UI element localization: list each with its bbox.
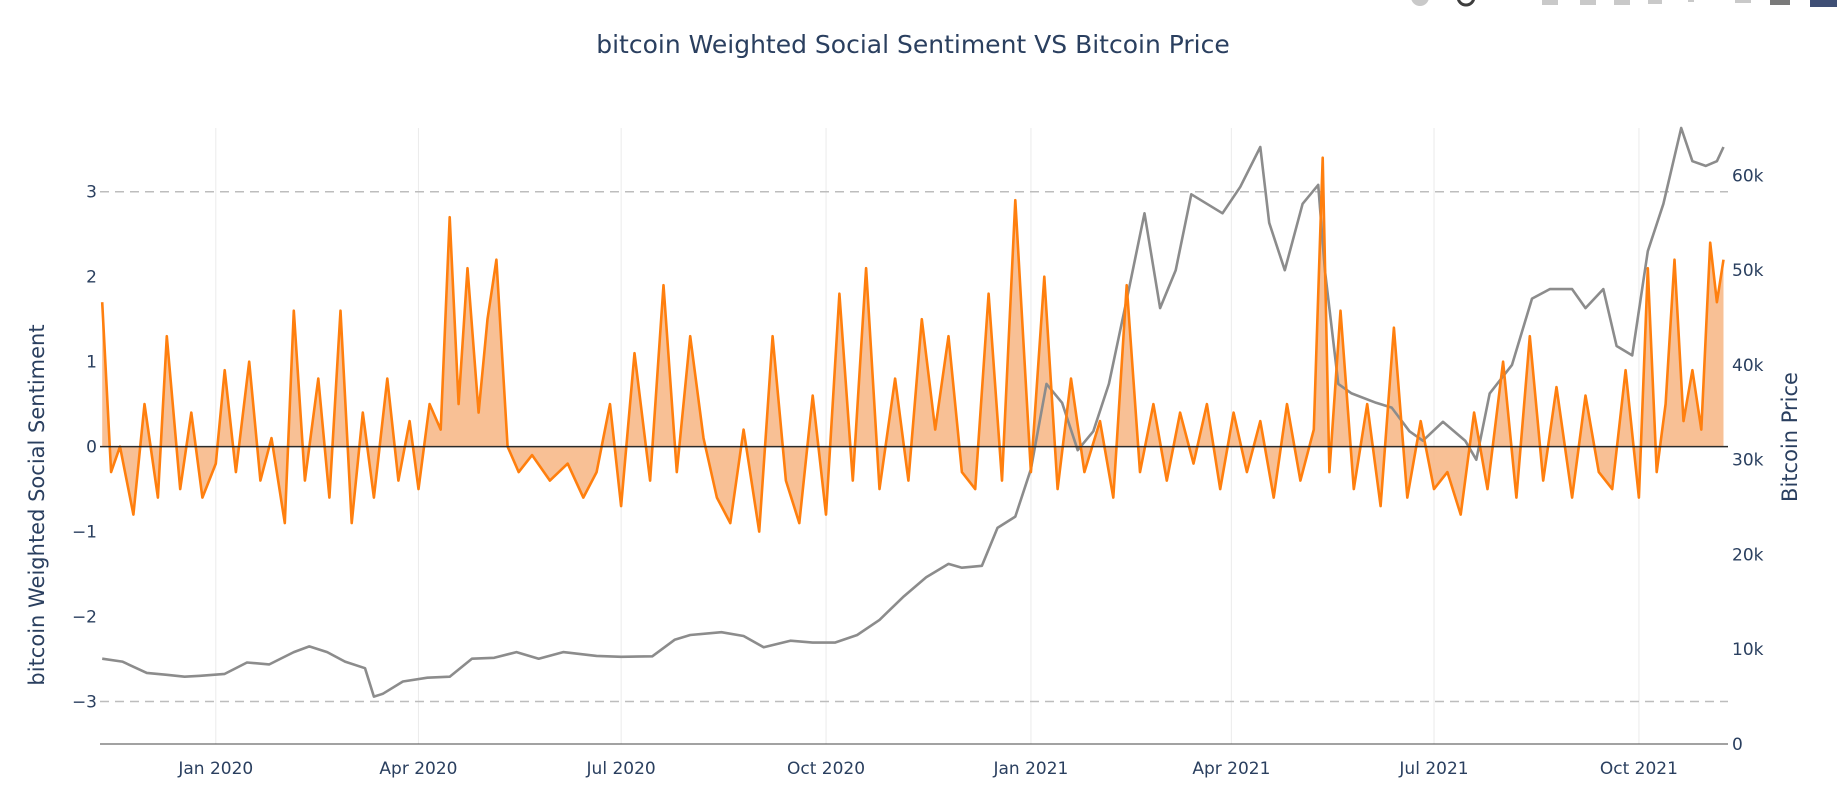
x-tick-label: Oct 2021 xyxy=(1600,759,1678,779)
axes: Jan 2020 Apr 2020 Jul 2020 Oct 2020 Jan 2021… xyxy=(72,166,1764,779)
zoom-in-icon[interactable] xyxy=(1542,0,1558,5)
hover-closest-icon[interactable] xyxy=(1735,0,1751,3)
y2-tick-label: 40k xyxy=(1732,356,1764,376)
y2-axis-title: Bitcoin Price xyxy=(1778,372,1802,502)
zoom-out-icon[interactable] xyxy=(1580,0,1596,5)
hover-compare-icon[interactable] xyxy=(1770,0,1790,5)
x-tick-label: Jul 2020 xyxy=(586,759,656,779)
autoscale-icon[interactable] xyxy=(1614,0,1630,5)
x-tick-label: Apr 2020 xyxy=(379,759,457,779)
chart-title: bitcoin Weighted Social Sentiment VS Bit… xyxy=(596,30,1230,59)
price-series-line xyxy=(102,126,1725,698)
y-tick-label: 0 xyxy=(86,438,97,458)
y-axis-title: bitcoin Weighted Social Sentiment xyxy=(25,324,49,685)
y2-tick-label: 20k xyxy=(1732,545,1764,565)
y2-tick-label: 50k xyxy=(1732,261,1764,281)
y-tick-label: 2 xyxy=(86,268,97,288)
y-tick-label: 1 xyxy=(86,353,97,373)
y-tick-label: −2 xyxy=(72,608,97,628)
x-tick-label: Jan 2020 xyxy=(177,759,253,779)
x-tick-label: Jul 2021 xyxy=(1398,759,1468,779)
y2-tick-label: 30k xyxy=(1732,451,1764,471)
spike-icon[interactable] xyxy=(1688,0,1694,2)
y-tick-label: 3 xyxy=(86,183,97,203)
modebar xyxy=(1411,0,1837,7)
series-layer xyxy=(100,126,1725,698)
x-tick-label: Oct 2020 xyxy=(787,759,865,779)
y2-tick-label: 0 xyxy=(1732,735,1743,755)
sentiment-series-line xyxy=(100,156,1725,533)
x-tick-label: Jan 2021 xyxy=(992,759,1068,779)
y-tick-label: −3 xyxy=(72,693,97,713)
y2-tick-label: 10k xyxy=(1732,640,1764,660)
x-tick-label: Apr 2021 xyxy=(1192,759,1270,779)
y-tick-label: −1 xyxy=(72,523,97,543)
reset-axes-icon[interactable] xyxy=(1648,0,1662,4)
plotly-logo-icon[interactable] xyxy=(1810,0,1837,7)
zoom-icon[interactable] xyxy=(1456,0,1476,7)
camera-icon[interactable] xyxy=(1411,0,1429,6)
reference-lines xyxy=(100,190,1728,703)
y2-tick-label: 60k xyxy=(1732,166,1764,186)
sentiment-area-fill xyxy=(102,157,1724,532)
